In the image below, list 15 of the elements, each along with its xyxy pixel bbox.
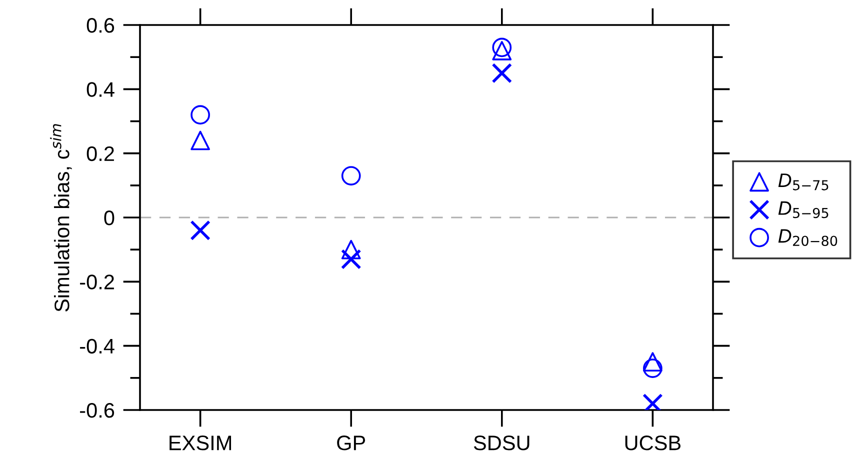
legend-label: D$_{20−80}$ (778, 229, 838, 246)
y-tick-label: 0.2 (86, 146, 114, 162)
x-tick-label: EXSIM (170, 436, 232, 450)
y-tick-label: 0.6 (86, 18, 114, 33)
x-tick-label: UCSB (625, 436, 681, 450)
y-tick-label: -0.4 (80, 338, 114, 354)
y-axis-title: Simulation bias, c$^{sim}$ (50, 124, 72, 312)
x-tick-label: SDSU (474, 436, 530, 450)
legend-label: D$_{5−95}$ (778, 201, 828, 218)
y-tick-label: 0.4 (86, 82, 114, 97)
y-tick-label: -0.6 (80, 403, 114, 418)
y-tick-label: 0 (104, 210, 114, 226)
y-tick-label: -0.2 (80, 274, 114, 290)
x-tick-label: GP (337, 436, 366, 450)
legend-label: D$_{5−75}$ (778, 174, 828, 190)
